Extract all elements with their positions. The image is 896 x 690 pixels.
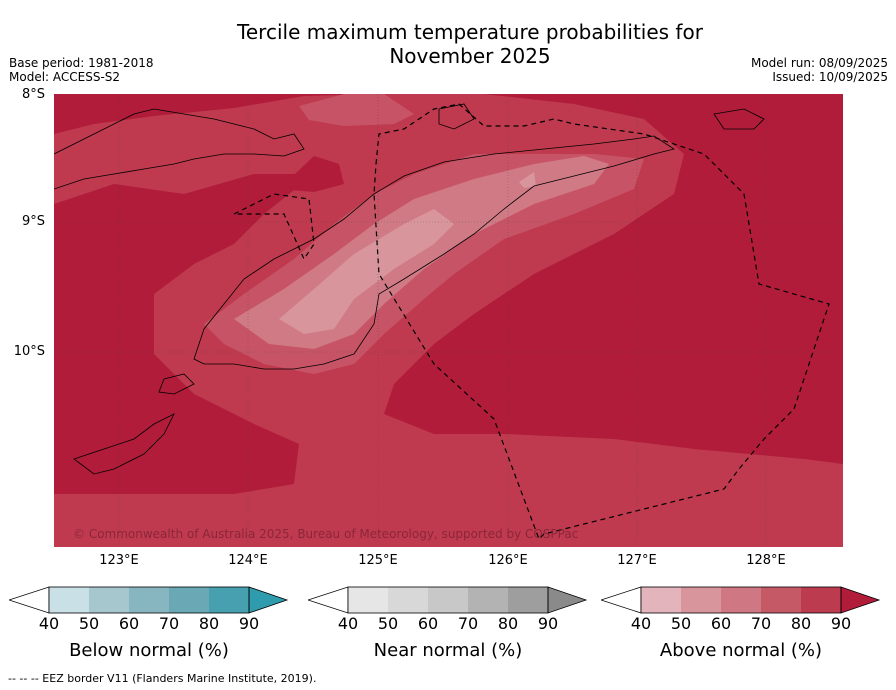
flores-coastline <box>54 108 305 190</box>
legend-above-tick: 50 <box>670 614 692 633</box>
legend-near-tick: 40 <box>337 614 359 633</box>
legend-below-swatch-70-80 <box>169 587 209 613</box>
coastlines <box>54 103 765 475</box>
legend-above-normal <box>601 586 881 614</box>
legend-below-swatch-60-70 <box>129 587 169 613</box>
legend-near-normal <box>308 586 588 614</box>
lat-label-10s: 10°S <box>13 344 45 359</box>
eez-footnote: -- -- -- EEZ border V11 (Flanders Marine… <box>8 672 317 685</box>
zone-above-70-north <box>299 94 414 126</box>
lon-label-127e: 127°E <box>617 553 657 568</box>
legend-above-swatch-50-60 <box>681 587 721 613</box>
legend-above-tick: 70 <box>750 614 772 633</box>
legend-below-swatch-50-60 <box>89 587 129 613</box>
legend-near-extend-high <box>547 586 588 614</box>
legend-near-swatch-60-70 <box>428 587 468 613</box>
legend-above-extend-low <box>601 586 642 614</box>
probability-map <box>54 94 843 547</box>
legend-near-tick: 90 <box>537 614 559 633</box>
run-info: Model run: 08/09/2025 Issued: 10/09/2025 <box>751 56 888 84</box>
model-run-text: Model run: 08/09/2025 <box>750 56 888 70</box>
legend-above-colorbar <box>601 586 881 614</box>
map-canvas <box>54 94 843 547</box>
zone-above-90-inner <box>279 156 344 192</box>
legend-above-swatch-60-70 <box>721 587 761 613</box>
legend-near-swatch-40-50 <box>348 587 388 613</box>
legend-above-tick: 90 <box>830 614 852 633</box>
map-title: Tercile maximum temperature probabilitie… <box>170 20 770 68</box>
lon-label-125e: 125°E <box>358 553 398 568</box>
rote-coastline <box>158 373 195 395</box>
legend-above-swatch-40-50 <box>641 587 681 613</box>
map-title-line1: Tercile maximum temperature probabilitie… <box>237 20 703 44</box>
legend-near-tick: 70 <box>457 614 479 633</box>
legend-near-tick: 80 <box>497 614 519 633</box>
zone-above-80 <box>54 94 843 547</box>
graticule <box>54 94 843 547</box>
model-text: Model: ACCESS-S2 <box>9 70 121 84</box>
legend-below-tick: 90 <box>238 614 260 633</box>
legend-above-swatch-70-80 <box>761 587 801 613</box>
legend-below-tick: 80 <box>198 614 220 633</box>
legend-below-swatch-40-50 <box>49 587 89 613</box>
legend-near-title: Near normal (%) <box>373 640 523 661</box>
legend-near-tick: 50 <box>377 614 399 633</box>
zone-above-50 <box>279 209 454 334</box>
base-period-text: Base period: 1981-2018 <box>9 56 154 70</box>
legend-near-swatch-50-60 <box>388 587 428 613</box>
zone-above-50-east <box>519 172 536 188</box>
babar-coastline <box>713 108 765 130</box>
legend-below-tick: 50 <box>78 614 100 633</box>
timor-coastline <box>193 135 675 370</box>
lat-label-8s: 8°S <box>21 87 45 102</box>
legend-below-tick: 60 <box>118 614 140 633</box>
lon-label-123e: 123°E <box>99 553 139 568</box>
legend-above-tick: 80 <box>790 614 812 633</box>
lon-label-124e: 124°E <box>228 553 268 568</box>
lon-label-126e: 126°E <box>488 553 528 568</box>
legend-above-tick: 60 <box>710 614 732 633</box>
legend-above-extend-high <box>840 586 881 614</box>
legend-below-swatch-80-90 <box>209 587 249 613</box>
legend-below-extend-low <box>9 586 50 614</box>
sawu-coastline <box>73 413 175 475</box>
legend-near-swatch-80-90 <box>508 587 548 613</box>
map-title-line2: November 2025 <box>389 44 551 68</box>
legend-above-swatch-80-90 <box>801 587 841 613</box>
legend-below-title: Below normal (%) <box>69 640 229 661</box>
issued-text: Issued: 10/09/2025 <box>772 70 888 84</box>
legend-near-extend-low <box>308 586 349 614</box>
lat-label-9s: 9°S <box>21 214 45 229</box>
lon-label-128e: 128°E <box>746 553 786 568</box>
legend-below-tick: 40 <box>38 614 60 633</box>
base-info: Base period: 1981-2018 Model: ACCESS-S2 <box>9 56 154 84</box>
copyright-notice: © Commonwealth of Australia 2025, Bureau… <box>73 527 579 541</box>
legend-near-tick: 60 <box>417 614 439 633</box>
legend-below-colorbar <box>9 586 289 614</box>
legend-below-extend-high <box>248 586 289 614</box>
legend-below-tick: 70 <box>158 614 180 633</box>
eez-border-timor <box>373 103 830 541</box>
legend-above-tick: 40 <box>630 614 652 633</box>
legend-near-swatch-70-80 <box>468 587 508 613</box>
legend-near-colorbar <box>308 586 588 614</box>
legend-above-title: Above normal (%) <box>659 640 823 661</box>
legend-below-normal <box>9 586 289 614</box>
